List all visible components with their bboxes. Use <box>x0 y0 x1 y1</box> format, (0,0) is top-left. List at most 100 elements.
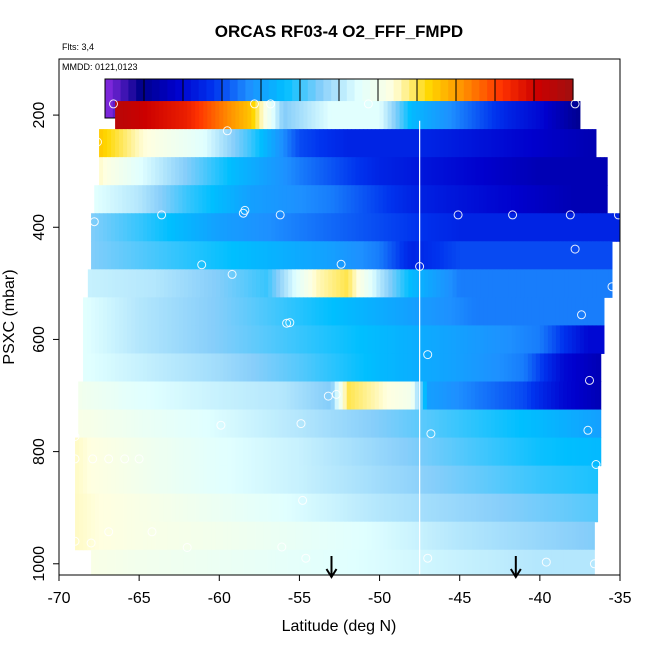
heatmap-cell <box>523 353 529 382</box>
heatmap-cell <box>250 185 256 214</box>
heatmap-cell <box>374 381 380 411</box>
heatmap-cell <box>547 437 553 467</box>
heatmap-cell <box>423 129 429 158</box>
heatmap-cell <box>127 129 132 158</box>
heatmap-cell <box>559 325 565 354</box>
heatmap-cell <box>259 213 264 242</box>
heatmap-cell <box>551 353 557 382</box>
heatmap-cell <box>212 269 217 298</box>
heatmap-cell <box>600 269 606 298</box>
heatmap-cell <box>451 437 457 467</box>
heatmap-cell <box>331 493 336 523</box>
heatmap-cell <box>135 269 141 298</box>
heatmap-cell <box>535 465 541 495</box>
heatmap-cell <box>119 241 124 270</box>
heatmap-cell <box>396 269 401 298</box>
heatmap-cell <box>531 437 537 467</box>
heatmap-cell <box>531 241 537 270</box>
heatmap-cell <box>482 381 488 411</box>
heatmap-cell <box>379 521 385 551</box>
heatmap-cell <box>178 409 183 439</box>
heatmap-cell <box>187 325 192 354</box>
heatmap-cell <box>519 185 524 214</box>
heatmap-cell <box>299 353 304 382</box>
heatmap-cell <box>291 241 296 270</box>
heatmap-cell <box>351 437 357 467</box>
heatmap-cell <box>211 521 216 551</box>
heatmap-cell <box>190 185 195 214</box>
y-tick-label: 600 <box>31 326 48 353</box>
heatmap-cell <box>306 409 312 439</box>
heatmap-cell <box>359 129 365 158</box>
heatmap-cell <box>523 409 528 439</box>
heatmap-cell <box>446 185 452 214</box>
heatmap-cell <box>323 549 328 575</box>
heatmap-cell <box>199 157 204 186</box>
heatmap-cell <box>446 409 452 439</box>
heatmap-cell <box>171 465 176 495</box>
heatmap-cell <box>99 297 104 326</box>
heatmap-cell <box>563 521 569 551</box>
heatmap-cell <box>267 353 272 382</box>
heatmap-cell <box>307 437 312 467</box>
heatmap-cell <box>363 521 369 551</box>
heatmap-cell <box>491 129 497 158</box>
heatmap-cell <box>319 129 324 158</box>
heatmap-cell <box>363 549 369 575</box>
heatmap-cell <box>411 101 417 130</box>
heatmap-cell <box>324 269 329 298</box>
heatmap-cell <box>115 241 120 270</box>
heatmap-cell <box>271 241 276 270</box>
heatmap-cell <box>251 101 256 130</box>
heatmap-cell <box>195 549 200 575</box>
colorbar-segment <box>245 79 254 118</box>
heatmap-cell <box>599 325 605 354</box>
heatmap-cell <box>391 437 397 467</box>
heatmap-cell <box>303 157 308 186</box>
heatmap-cell <box>479 241 485 270</box>
heatmap-cell <box>371 101 377 130</box>
heatmap-cell <box>539 157 545 186</box>
heatmap-cell <box>378 185 384 214</box>
heatmap-cell <box>203 353 208 382</box>
heatmap-cell <box>451 241 457 270</box>
heatmap-cell <box>211 549 216 575</box>
heatmap-cell <box>163 465 168 495</box>
heatmap-cell <box>307 493 312 523</box>
heatmap-cell <box>243 129 248 158</box>
heatmap-cell <box>239 353 244 382</box>
heatmap-cell <box>210 381 215 411</box>
colorbar-segment <box>393 79 402 118</box>
heatmap-cell <box>443 129 449 158</box>
colorbar-segment <box>261 79 270 118</box>
heatmap-cell <box>515 325 521 354</box>
heatmap-cell <box>291 493 296 523</box>
heatmap-cell <box>242 409 248 439</box>
heatmap-cell <box>462 381 468 411</box>
heatmap-cell <box>267 493 272 523</box>
heatmap-cell <box>279 297 284 326</box>
heatmap-cell <box>335 493 340 523</box>
heatmap-cell <box>199 101 204 130</box>
heatmap-cell <box>111 241 116 270</box>
heatmap-cell <box>243 493 248 523</box>
heatmap-cell <box>471 241 477 270</box>
heatmap-cell <box>439 521 445 551</box>
heatmap-cell <box>343 213 349 242</box>
heatmap-cell <box>151 549 156 575</box>
heatmap-cell <box>483 101 489 130</box>
heatmap-cell <box>98 185 103 214</box>
heatmap-cell <box>303 241 308 270</box>
heatmap-cell <box>422 381 428 411</box>
heatmap-cell <box>583 465 589 495</box>
heatmap-cell <box>223 521 228 551</box>
heatmap-cell <box>471 549 477 575</box>
heatmap-cell <box>291 353 296 382</box>
heatmap-cell <box>226 381 232 411</box>
heatmap-cell <box>395 493 401 523</box>
heatmap-cell <box>483 353 489 382</box>
heatmap-cell <box>406 409 412 439</box>
heatmap-cell <box>403 213 409 242</box>
heatmap-cell <box>403 465 409 495</box>
heatmap-cell <box>459 325 465 354</box>
